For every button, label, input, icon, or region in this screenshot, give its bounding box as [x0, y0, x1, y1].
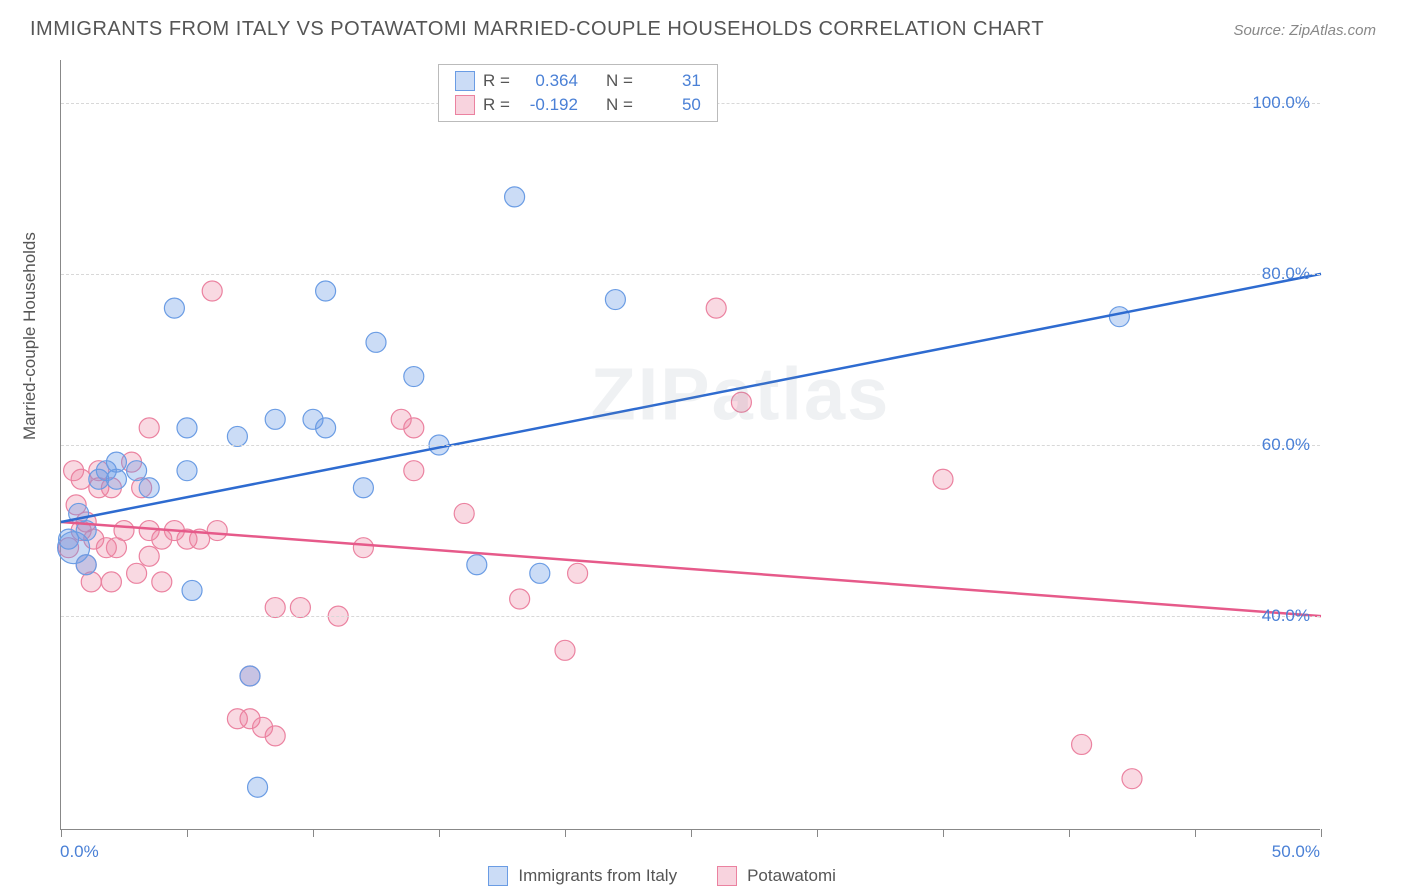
data-point — [139, 418, 159, 438]
legend-swatch — [717, 866, 737, 886]
data-point — [139, 546, 159, 566]
legend-label: Immigrants from Italy — [518, 866, 677, 886]
data-point — [316, 281, 336, 301]
data-point — [139, 478, 159, 498]
data-point — [404, 367, 424, 387]
data-point — [1109, 307, 1129, 327]
y-tick-label: 80.0% — [1262, 264, 1310, 284]
y-axis-label: Married-couple Households — [20, 232, 40, 440]
data-point — [454, 503, 474, 523]
data-point — [177, 418, 197, 438]
source-attribution: Source: ZipAtlas.com — [1233, 22, 1376, 39]
x-tick-label: 0.0% — [60, 842, 99, 862]
data-point — [207, 521, 227, 541]
data-point — [1122, 769, 1142, 789]
data-point — [1072, 734, 1092, 754]
data-point — [114, 521, 134, 541]
data-point — [127, 461, 147, 481]
data-point — [106, 469, 126, 489]
data-point — [530, 563, 550, 583]
data-point — [353, 538, 373, 558]
data-point — [240, 666, 260, 686]
trend-line — [61, 274, 1321, 522]
y-tick-label: 100.0% — [1252, 93, 1310, 113]
data-point — [290, 598, 310, 618]
data-point — [505, 187, 525, 207]
data-point — [353, 478, 373, 498]
data-point — [227, 426, 247, 446]
data-point — [101, 572, 121, 592]
data-point — [71, 469, 91, 489]
legend-swatch — [455, 95, 475, 115]
series-legend: Immigrants from Italy Potawatomi — [488, 866, 866, 886]
correlation-legend: R =0.364N =31R =-0.192N =50 — [438, 64, 718, 122]
data-point — [366, 332, 386, 352]
data-point — [933, 469, 953, 489]
data-point — [265, 409, 285, 429]
data-point — [265, 598, 285, 618]
y-tick-label: 60.0% — [1262, 435, 1310, 455]
data-point — [182, 580, 202, 600]
trend-line — [61, 522, 1321, 616]
data-point — [404, 418, 424, 438]
data-point — [202, 281, 222, 301]
data-point — [731, 392, 751, 412]
data-point — [404, 461, 424, 481]
chart-area: 40.0% 60.0% 80.0% 100.0% — [60, 60, 1320, 830]
legend-label: Potawatomi — [747, 866, 836, 886]
data-point — [605, 290, 625, 310]
data-point — [177, 461, 197, 481]
data-point — [152, 572, 172, 592]
data-point — [555, 640, 575, 660]
data-point — [706, 298, 726, 318]
legend-swatch — [488, 866, 508, 886]
data-point — [164, 298, 184, 318]
x-tick-label: 50.0% — [1272, 842, 1320, 862]
legend-swatch — [455, 71, 475, 91]
data-point — [265, 726, 285, 746]
y-tick-label: 40.0% — [1262, 606, 1310, 626]
data-point — [248, 777, 268, 797]
data-point — [76, 555, 96, 575]
chart-title: IMMIGRANTS FROM ITALY VS POTAWATOMI MARR… — [30, 18, 1044, 41]
data-point — [467, 555, 487, 575]
data-point — [568, 563, 588, 583]
data-point — [127, 563, 147, 583]
data-point — [316, 418, 336, 438]
data-point — [510, 589, 530, 609]
